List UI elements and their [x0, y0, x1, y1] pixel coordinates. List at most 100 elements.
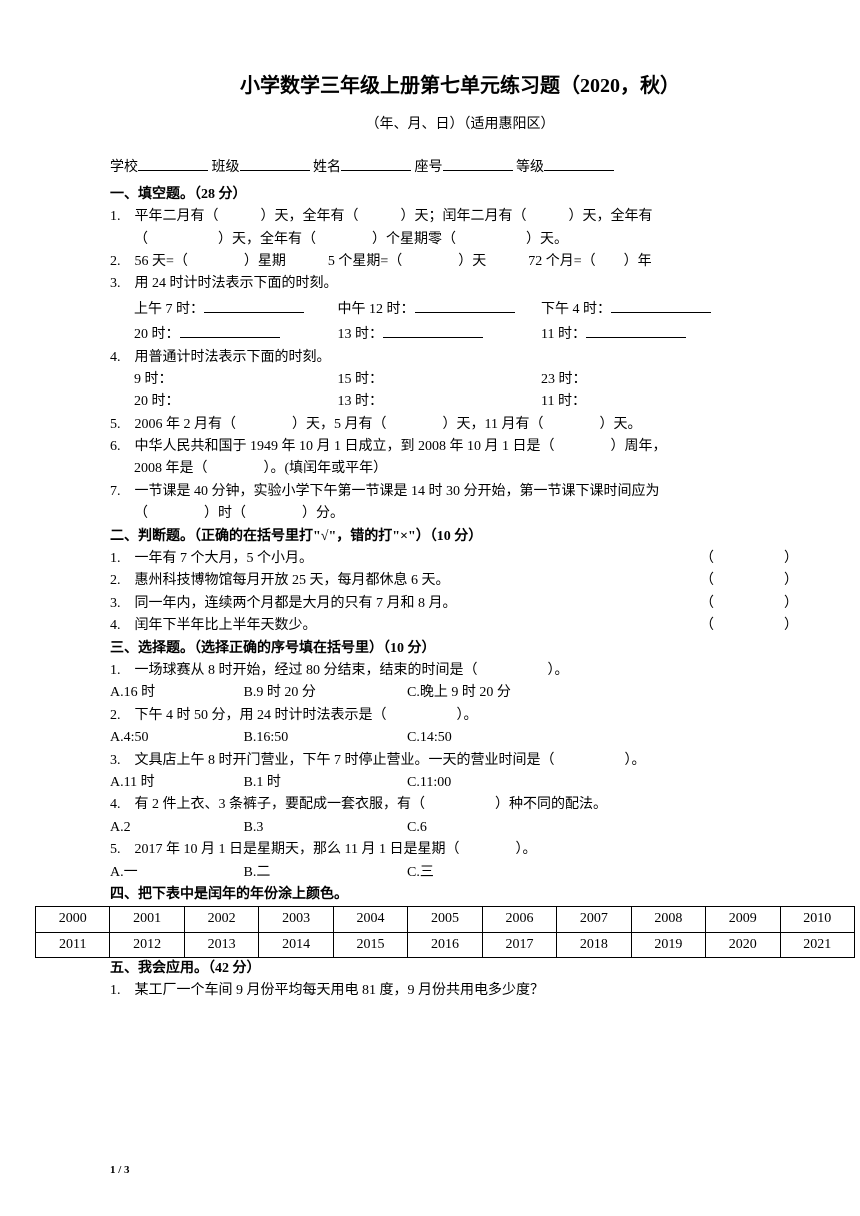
s1-q6a: 6. 中华人民共和国于 1949 年 10 月 1 日成立，到 2008 年 1…: [110, 436, 810, 458]
s1-q4: 4. 用普通计时法表示下面的时刻。: [110, 347, 810, 369]
s3-q1-b[interactable]: B.9 时 20 分: [244, 682, 404, 704]
s3-q3-b[interactable]: B.1 时: [244, 772, 404, 794]
s2-q1-paren[interactable]: （ ）: [700, 548, 810, 570]
s2-q3: 3. 同一年内，连续两个月都是大月的只有 7 月和 8 月。 （ ）: [110, 593, 810, 615]
year-cell[interactable]: 2020: [706, 932, 780, 957]
section2-head: 二、判断题。（正确的在括号里打"√"，错的打"×"）（10 分）: [110, 526, 810, 548]
s5-q1: 1. 某工厂一个车间 9 月份平均每天用电 81 度，9 月份共用电多少度？: [110, 980, 810, 1002]
year-cell[interactable]: 2010: [780, 907, 854, 932]
blank-name[interactable]: [341, 154, 411, 171]
s3-q4: 4. 有 2 件上衣、3 条裤子，要配成一套衣服，有（ ）种不同的配法。: [110, 794, 810, 816]
s3-q2-b[interactable]: B.16:50: [244, 727, 404, 749]
page-title: 小学数学三年级上册第七单元练习题（2020，秋）: [110, 70, 810, 102]
s3-q3-a[interactable]: A.11 时: [110, 772, 240, 794]
year-cell[interactable]: 2006: [482, 907, 556, 932]
year-row-2: 2011 2012 2013 2014 2015 2016 2017 2018 …: [36, 932, 855, 957]
year-cell[interactable]: 2014: [259, 932, 333, 957]
s1-q4b-1: 20 时：: [134, 394, 180, 409]
s3-q5-b[interactable]: B.二: [244, 862, 404, 884]
s1-q3b-2: 13 时：: [338, 327, 384, 342]
year-cell[interactable]: 2018: [557, 932, 631, 957]
year-table: 2000 2001 2002 2003 2004 2005 2006 2007 …: [35, 906, 855, 958]
label-name: 姓名: [313, 160, 341, 175]
s1-q3b-1: 20 时：: [134, 327, 180, 342]
year-cell[interactable]: 2017: [482, 932, 556, 957]
page-footer: 1 / 3: [110, 1162, 130, 1180]
s3-q2: 2. 下午 4 时 50 分，用 24 时计时法表示是（ ）。: [110, 705, 810, 727]
blank[interactable]: [383, 321, 483, 338]
s3-q5: 5. 2017 年 10 月 1 日是星期天，那么 11 月 1 日是星期（ ）…: [110, 839, 810, 861]
year-cell[interactable]: 2000: [36, 907, 110, 932]
s1-q3-row1: 上午 7 时： 中午 12 时： 下午 4 时：: [110, 296, 810, 321]
blank-school[interactable]: [138, 154, 208, 171]
s3-q5-c[interactable]: C.三: [407, 862, 434, 884]
section3-head: 三、选择题。（选择正确的序号填在括号里）（10 分）: [110, 638, 810, 660]
s2-q4-text: 4. 闰年下半年比上半年天数少。: [110, 615, 700, 637]
blank-class[interactable]: [240, 154, 310, 171]
year-cell[interactable]: 2004: [333, 907, 407, 932]
s3-q5-a[interactable]: A.一: [110, 862, 240, 884]
s2-q4: 4. 闰年下半年比上半年天数少。 （ ）: [110, 615, 810, 637]
s3-q1-c[interactable]: C.晚上 9 时 20 分: [407, 682, 511, 704]
year-cell[interactable]: 2021: [780, 932, 854, 957]
s1-q7a: 7. 一节课是 40 分钟，实验小学下午第一节课是 14 时 30 分开始，第一…: [110, 481, 810, 503]
s3-q1-a[interactable]: A.16 时: [110, 682, 240, 704]
blank[interactable]: [415, 296, 515, 313]
year-cell[interactable]: 2001: [110, 907, 184, 932]
year-cell[interactable]: 2002: [184, 907, 258, 932]
blank[interactable]: [204, 296, 304, 313]
s3-q5-choices: A.一 B.二 C.三: [110, 862, 810, 884]
s3-q4-a[interactable]: A.2: [110, 817, 240, 839]
s3-q4-c[interactable]: C.6: [407, 817, 427, 839]
s2-q1: 1. 一年有 7 个大月，5 个小月。 （ ）: [110, 548, 810, 570]
s2-q1-text: 1. 一年有 7 个大月，5 个小月。: [110, 548, 700, 570]
year-cell[interactable]: 2012: [110, 932, 184, 957]
label-grade: 等级: [516, 160, 544, 175]
s2-q3-paren[interactable]: （ ）: [700, 593, 810, 615]
blank-seat[interactable]: [443, 154, 513, 171]
section5-head: 五、我会应用。（42 分）: [110, 958, 810, 980]
s2-q2-text: 2. 惠州科技博物馆每月开放 25 天，每月都休息 6 天。: [110, 570, 700, 592]
year-cell[interactable]: 2003: [259, 907, 333, 932]
year-cell[interactable]: 2015: [333, 932, 407, 957]
s3-q3-c[interactable]: C.11:00: [407, 772, 451, 794]
blank[interactable]: [180, 321, 280, 338]
s3-q2-a[interactable]: A.4:50: [110, 727, 240, 749]
year-row-1: 2000 2001 2002 2003 2004 2005 2006 2007 …: [36, 907, 855, 932]
year-cell[interactable]: 2007: [557, 907, 631, 932]
year-cell[interactable]: 2016: [408, 932, 482, 957]
year-cell[interactable]: 2009: [706, 907, 780, 932]
s2-q4-paren[interactable]: （ ）: [700, 615, 810, 637]
year-cell[interactable]: 2011: [36, 932, 110, 957]
year-cell[interactable]: 2008: [631, 907, 705, 932]
blank-grade[interactable]: [544, 154, 614, 171]
s3-q2-c[interactable]: C.14:50: [407, 727, 452, 749]
s3-q4-b[interactable]: B.3: [244, 817, 404, 839]
s1-q3-row2: 20 时： 13 时： 11 时：: [110, 321, 810, 346]
s1-q4b-3: 11 时：: [541, 394, 586, 409]
year-cell[interactable]: 2013: [184, 932, 258, 957]
s1-q6b: 2008 年是（ ）。(填闰年或平年）: [110, 458, 810, 480]
s1-q7b: （ ）时（ ）分。: [110, 503, 810, 525]
year-cell[interactable]: 2005: [408, 907, 482, 932]
section4-head: 四、把下表中是闰年的年份涂上颜色。: [110, 884, 810, 906]
s1-q3a-1: 上午 7 时：: [134, 302, 204, 317]
s2-q3-text: 3. 同一年内，连续两个月都是大月的只有 7 月和 8 月。: [110, 593, 700, 615]
s3-q1: 1. 一场球赛从 8 时开始，经过 80 分结束，结束的时间是（ ）。: [110, 660, 810, 682]
s1-q4a-2: 15 时：: [338, 372, 384, 387]
s1-q3: 3. 用 24 时计时法表示下面的时刻。: [110, 273, 810, 295]
year-cell[interactable]: 2019: [631, 932, 705, 957]
s3-q1-choices: A.16 时 B.9 时 20 分 C.晚上 9 时 20 分: [110, 682, 810, 704]
s1-q4b-2: 13 时：: [338, 394, 384, 409]
section1-head: 一、填空题。（28 分）: [110, 184, 810, 206]
s1-q2: 2. 56 天=（ ）星期 5 个星期=（ ）天 72 个月=（ ）年: [110, 251, 810, 273]
s2-q2-paren[interactable]: （ ）: [700, 570, 810, 592]
label-school: 学校: [110, 160, 138, 175]
s3-q4-choices: A.2 B.3 C.6: [110, 817, 810, 839]
blank[interactable]: [586, 321, 686, 338]
s1-q3a-2: 中午 12 时：: [338, 302, 415, 317]
s1-q4-row2: 20 时： 13 时： 11 时：: [110, 391, 810, 413]
s3-q3-choices: A.11 时 B.1 时 C.11:00: [110, 772, 810, 794]
blank[interactable]: [611, 296, 711, 313]
s1-q4a-3: 23 时：: [541, 372, 587, 387]
